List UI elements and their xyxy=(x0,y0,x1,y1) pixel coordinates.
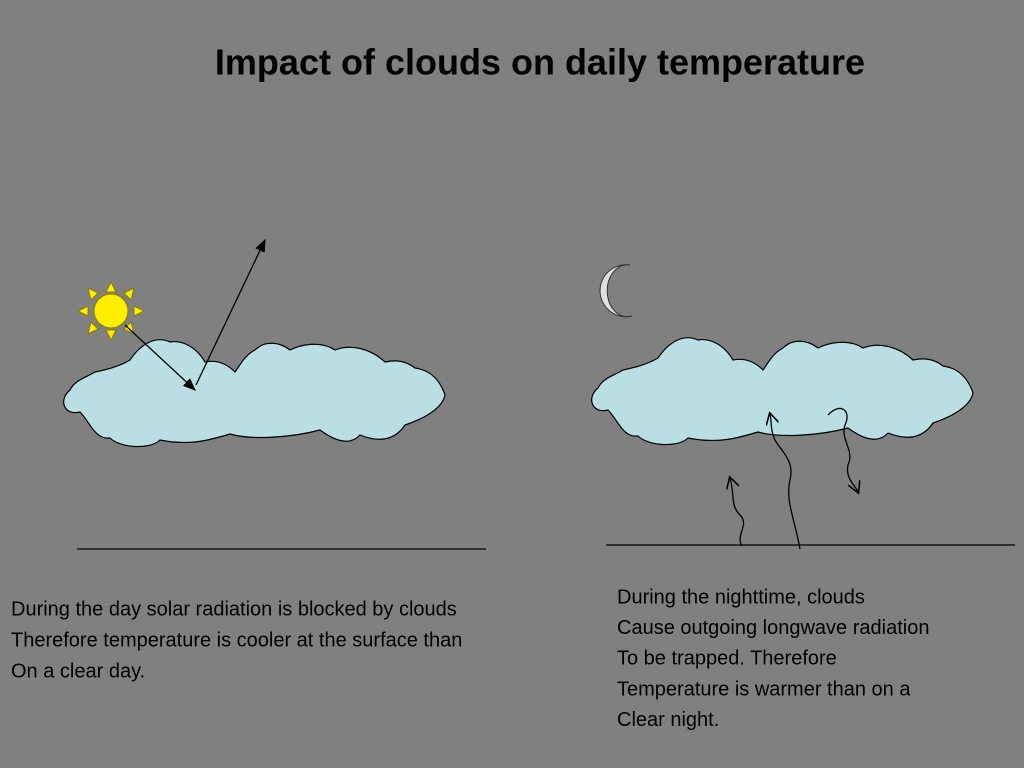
caption-line: Cause outgoing longwave radiation xyxy=(617,617,929,639)
reflected-arrow xyxy=(195,238,266,386)
sun xyxy=(76,280,146,342)
longwave-arrow xyxy=(770,414,801,550)
caption-line: To be trapped. Therefore xyxy=(617,648,837,670)
caption-line: On a clear day. xyxy=(11,660,145,682)
caption-line: Therefore temperature is cooler at the s… xyxy=(11,629,462,651)
cloud xyxy=(63,339,446,448)
longwave-arrow xyxy=(827,407,858,492)
moon xyxy=(599,264,633,318)
night-caption: During the nighttime, clouds Cause outgoi… xyxy=(617,586,929,731)
caption-line: Clear night. xyxy=(617,709,719,731)
caption-line: Temperature is warmer than on a xyxy=(617,678,911,700)
night-scene xyxy=(591,264,1015,550)
day-caption: During the day solar radiation is blocke… xyxy=(11,598,462,682)
longwave-arrow xyxy=(730,478,745,547)
day-scene xyxy=(63,238,486,550)
caption-line: During the nighttime, clouds xyxy=(617,586,865,608)
caption-line: During the day solar radiation is blocke… xyxy=(11,598,457,620)
title: Impact of clouds on daily temperature xyxy=(215,42,865,83)
incoming-arrow xyxy=(124,324,196,391)
